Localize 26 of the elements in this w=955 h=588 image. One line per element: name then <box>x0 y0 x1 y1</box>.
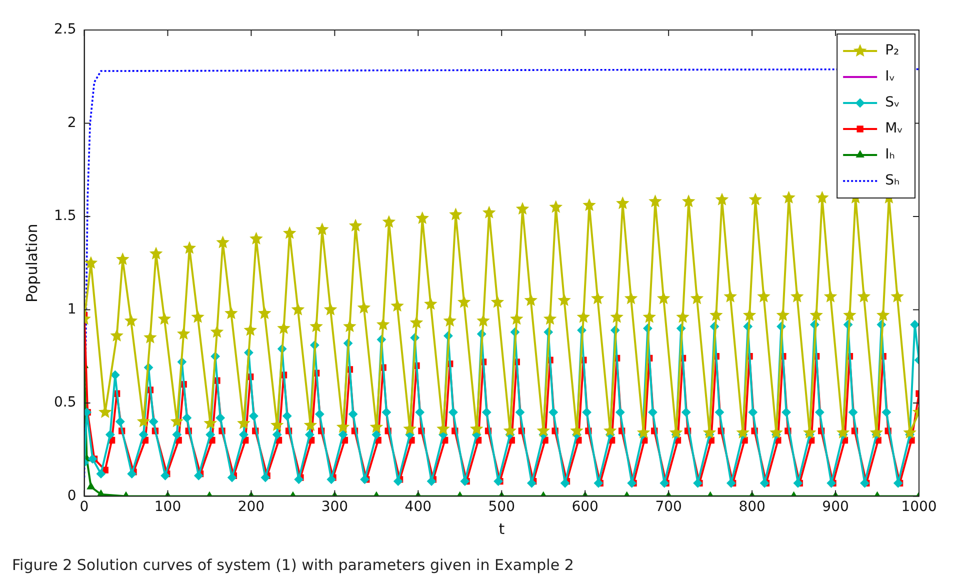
legend-label: Iᵥ <box>885 68 896 85</box>
x-tick-label: 100 <box>154 499 182 516</box>
x-axis-title: t <box>498 520 505 538</box>
caption: Figure 2 Solution curves of system (1) with parameters given in Example 2 <box>12 556 574 574</box>
x-tick-label: 300 <box>321 499 348 516</box>
y-tick-label: 2 <box>67 114 76 131</box>
x-tick-label: 600 <box>572 499 598 516</box>
y-tick-label: 0 <box>67 488 76 504</box>
x-tick-label: 900 <box>822 499 849 516</box>
y-tick-label: 1 <box>67 301 76 318</box>
x-tick-label: 700 <box>655 499 682 516</box>
y-tick-label: 1.5 <box>54 208 76 224</box>
y-tick-label: 0.5 <box>54 394 76 411</box>
x-tick-label: 400 <box>404 499 432 516</box>
legend-label: Sᵥ <box>885 94 900 111</box>
x-tick-label: 200 <box>238 499 265 516</box>
y-axis-title: Population <box>22 224 41 303</box>
x-tick-label: 500 <box>488 499 515 516</box>
legend-label: Mᵥ <box>885 120 904 137</box>
legend-label: Sₕ <box>885 172 900 189</box>
x-tick-label: 1000 <box>901 499 937 516</box>
y-tick-label: 2.5 <box>54 22 76 38</box>
x-tick-label: 800 <box>738 499 766 516</box>
legend-label: Iₕ <box>885 146 895 163</box>
legend-label: P₂ <box>885 42 900 59</box>
x-tick-label: 0 <box>80 499 89 516</box>
